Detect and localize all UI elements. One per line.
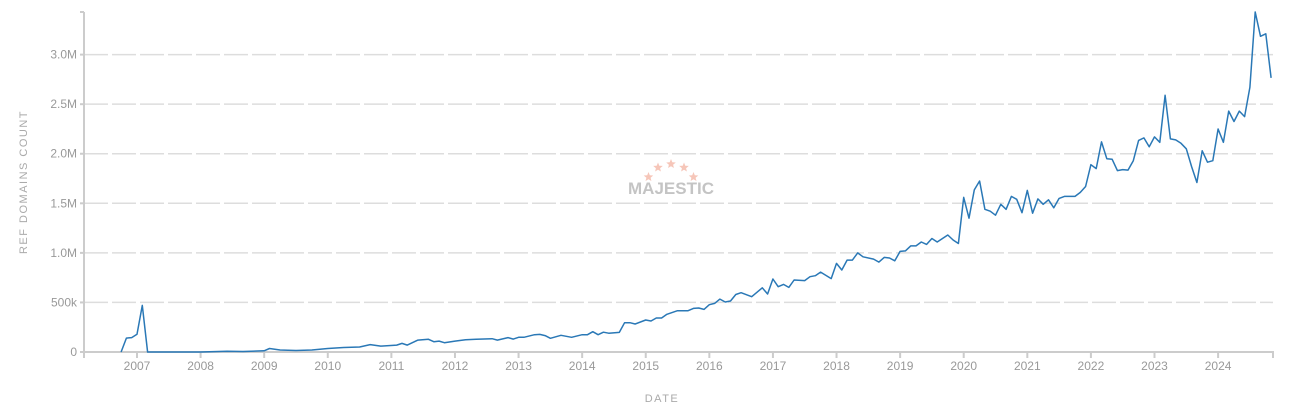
x-tick-label: 2011 [378,359,404,373]
x-tick-label: 2009 [251,359,278,373]
star-icon [688,172,699,181]
star-icon [679,162,689,172]
y-axis-ticks: 0 500k 1.0M 1.5M 2.0M 2.5M 3.0M [50,48,84,359]
y-tick-label: 2.5M [50,97,77,111]
x-tick-label: 2007 [124,359,151,373]
x-tick-label: 2012 [442,359,469,373]
x-tick-label: 2013 [505,359,532,373]
watermark-text: MAJESTIC [628,179,714,198]
majestic-watermark: MAJESTIC [628,159,714,198]
x-tick-label: 2016 [696,359,723,373]
x-tick-label: 2008 [187,359,214,373]
x-tick-label: 2021 [1014,359,1041,373]
series-line [120,11,1272,353]
y-tick-label: 0 [70,345,77,359]
x-tick-label: 2020 [950,359,977,373]
y-tick-label: 3.0M [50,48,77,62]
y-tick-label: 500k [51,295,78,309]
x-tick-label: 2024 [1205,359,1232,373]
x-tick-label: 2022 [1078,359,1105,373]
x-tick-label: 2014 [569,359,596,373]
y-tick-label: 1.5M [50,196,77,210]
x-tick-label: 2017 [760,359,787,373]
x-tick-label: 2019 [887,359,914,373]
x-tick-label: 2018 [823,359,850,373]
star-arc-icon [643,159,699,181]
star-icon [643,172,654,181]
x-tick-label: 2010 [314,359,341,373]
x-axis-ticks: 2007 2008 2009 2010 2011 2012 2013 2014 2015 2016… [124,352,1232,373]
x-tick-label: 2015 [632,359,659,373]
star-icon [653,162,663,172]
y-tick-label: 2.0M [50,147,77,161]
y-axis-label: REF DOMAINS COUNT [18,110,30,254]
x-tick-label: 2023 [1141,359,1168,373]
y-tick-label: 1.0M [50,246,77,260]
axes [80,11,1274,358]
x-axis-label: DATE [645,393,680,405]
gridlines [84,53,1273,304]
star-icon [666,159,676,168]
